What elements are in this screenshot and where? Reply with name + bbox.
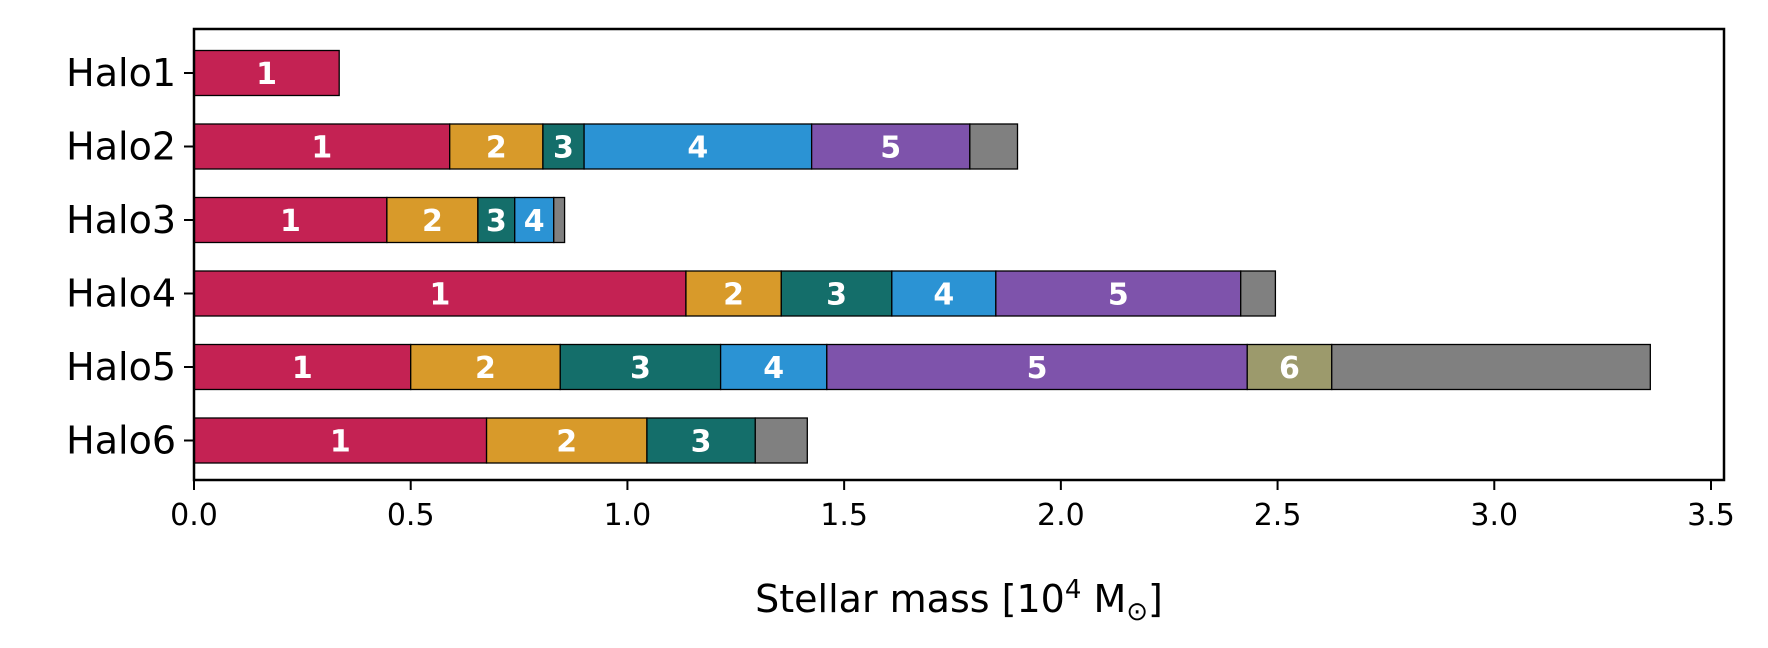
bar-segment-label: 1	[330, 425, 351, 460]
bar-segment-halo3-5	[553, 196, 566, 244]
bar-segment-label: 1	[292, 351, 313, 386]
bar-segment-halo4-4	[891, 270, 997, 317]
bar-segment-label: 2	[422, 204, 443, 239]
x-tick-label: 1.5	[820, 498, 868, 533]
x-tick-label: 1.0	[604, 498, 652, 533]
x-tick-label: 3.5	[1687, 498, 1735, 533]
bar-segment-halo5-5	[826, 343, 1248, 391]
x-tick-label: 2.0	[1037, 498, 1085, 533]
bar-segment-halo5-2	[410, 343, 561, 391]
y-tick-label: Halo3	[66, 198, 176, 242]
plot-frame	[192, 27, 1726, 482]
bar-segment-label: 1	[256, 57, 277, 92]
bar-segment-label: 5	[880, 131, 901, 166]
x-axis-label: Stellar mass [104 M⊙]	[755, 575, 1163, 627]
bar-segment-halo3-3	[477, 196, 516, 244]
bar-segment-halo4-3	[780, 270, 893, 317]
bar-segment-halo6-1	[193, 417, 488, 464]
bar-segment-halo1-1	[193, 49, 340, 97]
bar-segment-label: 4	[524, 204, 545, 239]
bar-segment-label: 1	[430, 278, 451, 313]
y-tick-label: Halo6	[66, 419, 176, 463]
y-tick-label: Halo2	[66, 125, 176, 169]
bar-segment-label: 4	[933, 278, 954, 313]
bar-segment-label: 1	[280, 204, 301, 239]
x-axis: 0.0 0.5 1.0 1.5 2.0 2.5 3.0 3.5	[170, 480, 1735, 533]
y-tick-label: Halo1	[66, 51, 176, 95]
bars-layer: 11 2 3 4 51 2 3 41 2 3 4 51 2 3 4 5 61 2 3	[193, 49, 1651, 464]
bar-segment-label: 1	[311, 131, 332, 166]
x-tick-label: 0.5	[387, 498, 435, 533]
bar-segment-halo2-6	[969, 123, 1019, 170]
bar-segment-halo6-2	[485, 417, 648, 464]
bar-segment-halo3-2	[386, 196, 479, 244]
bar-segment-halo2-4	[583, 123, 813, 170]
y-tick-label: Halo5	[66, 345, 176, 389]
x-axis-label-sup: 4	[1065, 575, 1082, 605]
bar-segment-label: 3	[691, 425, 712, 460]
bar-segment-halo3-4	[514, 196, 555, 244]
y-axis: Halo1 Halo2 Halo3 Halo4 Halo5 Halo6	[66, 51, 194, 463]
x-tick-label: 2.5	[1254, 498, 1302, 533]
bar-segment-halo2-1	[193, 123, 451, 170]
bar-segment-halo6-4	[754, 417, 808, 464]
bar-segment-label: 5	[1027, 351, 1048, 386]
x-tick-label: 3.0	[1470, 498, 1518, 533]
bar-segment-halo5-4	[719, 343, 828, 391]
bar-segment-halo2-2	[449, 123, 544, 170]
bar-segment-halo5-3	[559, 343, 722, 391]
y-tick-label: Halo4	[66, 272, 176, 316]
bar-segment-halo5-7	[1331, 343, 1651, 391]
bar-segment-label: 3	[486, 204, 507, 239]
bar-segment-halo5-6	[1246, 343, 1333, 391]
bar-segment-label: 4	[763, 351, 784, 386]
bar-segment-label: 3	[553, 131, 574, 166]
x-axis-label-close: ]	[1148, 577, 1163, 621]
x-axis-label-text: Stellar mass [10	[755, 577, 1065, 621]
bar-segment-label: 3	[630, 351, 651, 386]
bar-segment-label: 5	[1108, 278, 1129, 313]
x-axis-label-unit: M	[1081, 577, 1126, 621]
bar-segment-label: 2	[556, 425, 577, 460]
bar-segment-label: 6	[1279, 351, 1300, 386]
bar-segment-halo2-5	[810, 123, 971, 170]
bar-segment-halo3-1	[193, 196, 388, 244]
bar-segment-label: 4	[687, 131, 708, 166]
bar-segment-label: 3	[826, 278, 847, 313]
bar-segment-label: 2	[723, 278, 744, 313]
bar-segment-halo4-2	[685, 270, 782, 317]
bar-segment-halo4-6	[1240, 270, 1277, 317]
bar-segment-label: 2	[475, 351, 496, 386]
x-tick-label: 0.0	[170, 498, 218, 533]
bar-segment-label: 2	[486, 131, 507, 166]
x-axis-label-sub: ⊙	[1126, 597, 1148, 627]
